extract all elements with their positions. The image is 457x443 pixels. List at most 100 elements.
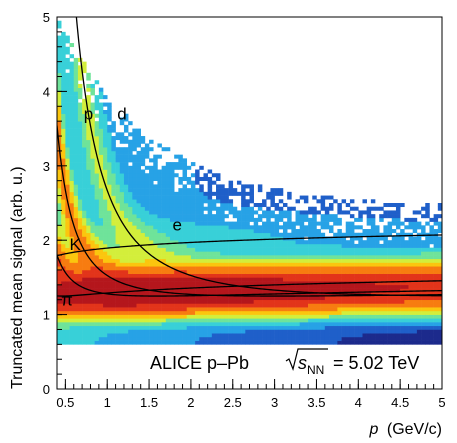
heatmap-cell — [132, 296, 137, 301]
heatmap-cell — [295, 284, 301, 289]
heatmap-cell — [69, 113, 75, 118]
heatmap-cell — [216, 310, 221, 315]
heatmap-cell — [136, 221, 141, 226]
heatmap-cell — [375, 288, 380, 293]
heatmap-cell — [404, 329, 409, 334]
heatmap-cell — [195, 277, 200, 282]
heatmap-cell — [174, 243, 179, 248]
heatmap-cell — [282, 247, 288, 252]
heatmap-cell — [182, 247, 188, 252]
heatmap-cell — [220, 195, 225, 200]
heatmap-cell — [408, 340, 413, 345]
heatmap-cell — [123, 225, 129, 230]
heatmap-cell — [61, 180, 66, 185]
heatmap-cell — [98, 206, 104, 211]
heatmap-cell — [291, 307, 296, 312]
heatmap-cell — [412, 296, 418, 301]
heatmap-cell — [98, 255, 104, 260]
heatmap-cell — [61, 307, 66, 312]
x-tick-label: 3.5 — [307, 395, 325, 410]
heatmap-cell — [383, 296, 388, 301]
heatmap-cell — [182, 288, 188, 293]
heatmap-cell — [186, 243, 192, 248]
heatmap-cell — [111, 165, 116, 170]
heatmap-cell — [140, 136, 146, 141]
heatmap-cell — [73, 251, 79, 256]
heatmap-cell — [391, 333, 397, 338]
heatmap-cell — [195, 203, 200, 208]
heatmap-cell — [370, 262, 376, 267]
heatmap-cell — [57, 69, 62, 74]
heatmap-cell — [400, 240, 405, 245]
heatmap-cell — [349, 333, 355, 338]
heatmap-cell — [358, 214, 363, 219]
heatmap-cell — [169, 188, 175, 193]
heatmap-cell — [178, 318, 183, 323]
heatmap-cell — [195, 340, 200, 345]
heatmap-cell — [211, 336, 217, 341]
heatmap-cell — [69, 284, 75, 289]
heatmap-cell — [165, 236, 171, 241]
heatmap-cell — [207, 262, 213, 267]
heatmap-cell — [391, 251, 397, 256]
heatmap-cell — [65, 162, 70, 167]
heatmap-cell — [207, 251, 213, 256]
heatmap-cell — [241, 299, 246, 304]
heatmap-cell — [216, 210, 221, 215]
heatmap-cell — [86, 251, 91, 256]
heatmap-cell — [257, 333, 263, 338]
heatmap-cell — [211, 269, 217, 274]
heatmap-cell — [207, 340, 213, 345]
heatmap-cell — [132, 136, 137, 141]
heatmap-cell — [395, 247, 401, 252]
heatmap-cell — [241, 336, 246, 341]
heatmap-cell — [65, 87, 70, 92]
heatmap-cell — [391, 240, 397, 245]
heatmap-cell — [433, 221, 439, 226]
heatmap-cell — [94, 340, 100, 345]
heatmap-cell — [408, 277, 413, 282]
heatmap-cell — [270, 236, 275, 241]
heatmap-cell — [282, 221, 288, 226]
heatmap-cell — [136, 318, 141, 323]
heatmap-cell — [182, 322, 188, 327]
heatmap-cell — [333, 217, 338, 222]
heatmap-cell — [241, 333, 246, 338]
heatmap-cell — [245, 229, 250, 234]
heatmap-cell — [437, 318, 442, 323]
heatmap-cell — [324, 258, 330, 263]
heatmap-cell — [69, 87, 75, 92]
heatmap-cell — [249, 217, 254, 222]
heatmap-cell — [278, 188, 284, 193]
heatmap-cell — [421, 307, 426, 312]
heatmap-cell — [216, 273, 221, 278]
heatmap-cell — [404, 262, 409, 267]
heatmap-cell — [329, 307, 334, 312]
annotation-sqrt-s: s — [298, 353, 307, 373]
heatmap-cell — [349, 299, 355, 304]
heatmap-cell — [149, 329, 154, 334]
heatmap-cell — [195, 229, 200, 234]
heatmap-cell — [433, 284, 439, 289]
heatmap-cell — [61, 43, 66, 48]
heatmap-cell — [266, 210, 271, 215]
heatmap-cell — [69, 203, 75, 208]
heatmap-cell — [94, 225, 100, 230]
heatmap-cell — [324, 322, 330, 327]
heatmap-cell — [366, 251, 372, 256]
heatmap-cell — [174, 258, 179, 263]
heatmap-cell — [366, 206, 372, 211]
heatmap-cell — [287, 340, 292, 345]
heatmap-cell — [228, 340, 234, 345]
heatmap-cell — [94, 139, 100, 144]
heatmap-cell — [387, 232, 393, 237]
heatmap-cell — [211, 307, 217, 312]
heatmap-cell — [295, 229, 301, 234]
heatmap-cell — [82, 232, 87, 237]
heatmap-cell — [358, 225, 363, 230]
heatmap-cell — [266, 243, 271, 248]
heatmap-cell — [224, 221, 229, 226]
heatmap-cell — [132, 266, 137, 271]
heatmap-cell — [157, 210, 162, 215]
heatmap-cell — [379, 266, 384, 271]
